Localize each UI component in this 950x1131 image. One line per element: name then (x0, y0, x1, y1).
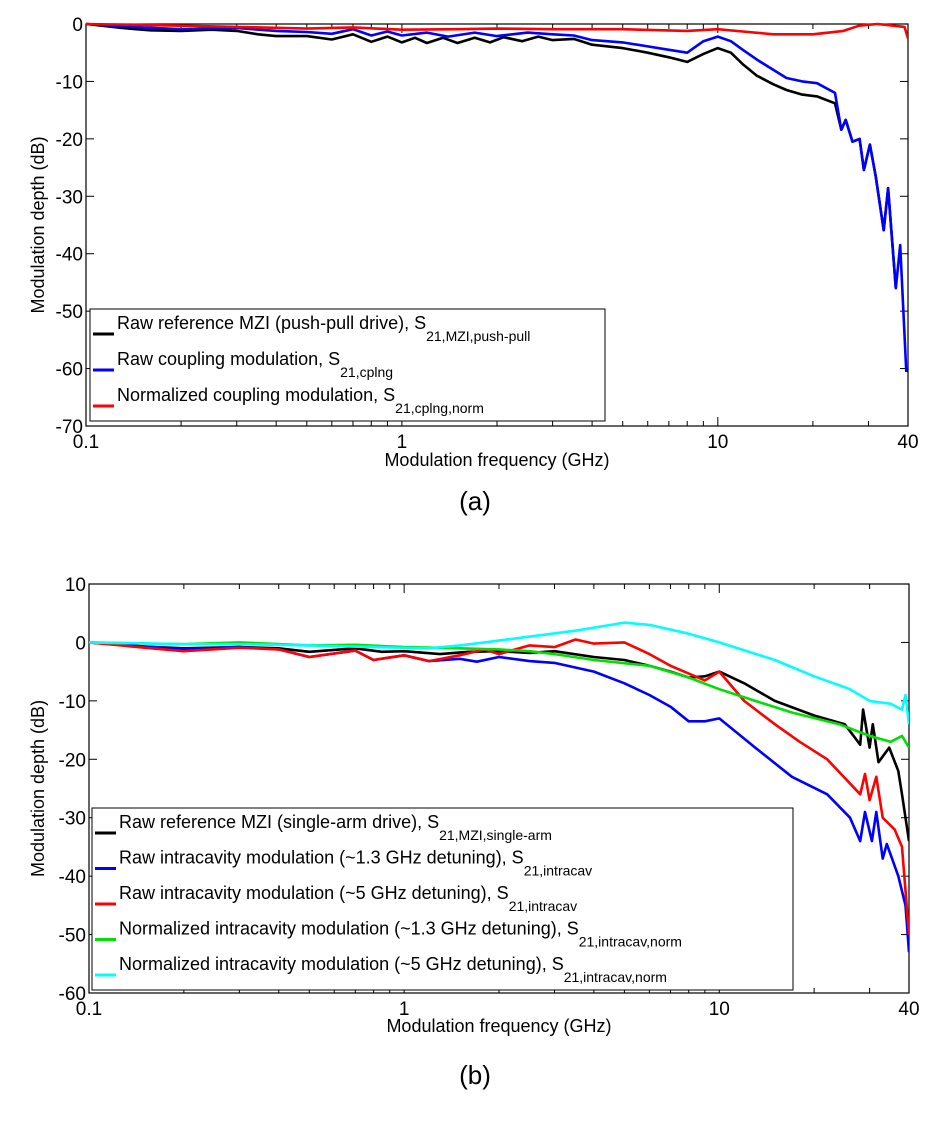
x-tick-label: 40 (898, 999, 919, 1020)
legend-subscript: 21,intracav,norm (579, 934, 682, 950)
y-tick-label: 0 (72, 15, 83, 36)
legend-entry: Raw reference MZI (push-pull drive), S21… (117, 313, 530, 344)
y-tick-label: -10 (59, 692, 86, 713)
series-line-2 (89, 638, 909, 935)
series-group (89, 621, 909, 953)
y-tick-label: 10 (65, 575, 86, 596)
x-axis-label: Modulation frequency (GHz) (386, 1016, 611, 1036)
legend-label: Raw coupling modulation, S (117, 349, 340, 369)
legend-label: Raw reference MZI (single-arm drive), S (119, 812, 439, 832)
y-tick-label: -30 (56, 187, 83, 208)
legend-entry: Raw coupling modulation, S21,cplng (117, 349, 393, 380)
y-tick-label: 0 (75, 633, 86, 654)
y-tick-label: -50 (56, 302, 83, 323)
y-axis-label: Modulation depth (dB) (28, 136, 48, 313)
y-tick-label: -10 (56, 72, 83, 93)
legend: Raw reference MZI (single-arm drive), S2… (91, 807, 794, 991)
series-line-4 (89, 621, 909, 725)
legend-label: Raw intracavity modulation (~1.3 GHz det… (119, 848, 524, 868)
chart-panel-a: 0.1 1 10 40 0 -10 -20 -30 -40 -50 -60 -70 Modulation… (28, 15, 919, 516)
y-axis-label: Modulation depth (dB) (28, 700, 48, 877)
legend-label: Normalized coupling modulation, S (117, 385, 395, 405)
panel-label: (b) (459, 1060, 491, 1090)
legend: Raw reference MZI (push-pull drive), S21… (89, 308, 606, 422)
legend-subscript: 21,cplng (340, 364, 393, 380)
x-tick-label: 1 (399, 999, 410, 1020)
series-group (86, 22, 908, 373)
legend-entry: Raw reference MZI (single-arm drive), S2… (119, 812, 552, 843)
x-tick-label: 1 (397, 432, 408, 453)
legend-box (89, 308, 606, 422)
legend-entry: Raw intracavity modulation (~1.3 GHz det… (119, 848, 592, 879)
y-tick-label: -40 (59, 867, 86, 888)
y-tick-label: -70 (56, 417, 83, 438)
x-tick-label: 0.1 (76, 999, 102, 1020)
y-tick-label: -60 (59, 984, 86, 1005)
y-tick-label: -50 (59, 926, 86, 947)
legend-label: Normalized intracavity modulation (~5 GH… (119, 954, 564, 974)
legend-subscript: 21,MZI,push-pull (426, 328, 530, 344)
x-tick-label: 0.1 (73, 432, 99, 453)
legend-entry: Normalized intracavity modulation (~1.3 … (119, 919, 682, 950)
legend-subscript: 21,intracav (509, 898, 577, 914)
chart-panel-b: 0.1 1 10 40 10 0 -10 -20 -30 -40 -50 -60 Modulation … (28, 575, 920, 1090)
legend-entry: Normalized coupling modulation, S21,cpln… (117, 385, 484, 416)
y-tick-label: -40 (56, 245, 83, 266)
legend-subscript: 21,cplng,norm (395, 400, 484, 416)
legend-label: Raw intracavity modulation (~5 GHz detun… (119, 883, 509, 903)
legend-box (91, 807, 794, 991)
x-tick-label: 10 (709, 999, 730, 1020)
x-tick-label: 10 (707, 432, 728, 453)
legend-label: Normalized intracavity modulation (~1.3 … (119, 919, 579, 939)
legend-entry: Raw intracavity modulation (~5 GHz detun… (119, 883, 577, 914)
series-line-1 (86, 22, 908, 373)
y-tick-label: -20 (56, 130, 83, 151)
legend-subscript: 21,MZI,single-arm (439, 827, 552, 843)
y-tick-label: -20 (59, 750, 86, 771)
y-tick-label: -60 (56, 360, 83, 381)
legend-subscript: 21,intracav,norm (564, 969, 667, 985)
legend-entry: Normalized intracavity modulation (~5 GH… (119, 954, 667, 985)
x-axis-label: Modulation frequency (GHz) (384, 450, 609, 470)
series-line-2 (86, 22, 908, 39)
panel-label: (a) (459, 486, 491, 516)
legend-subscript: 21,intracav (524, 863, 592, 879)
y-tick-label: -30 (59, 809, 86, 830)
x-tick-label: 40 (897, 432, 918, 453)
legend-label: Raw reference MZI (push-pull drive), S (117, 313, 426, 333)
